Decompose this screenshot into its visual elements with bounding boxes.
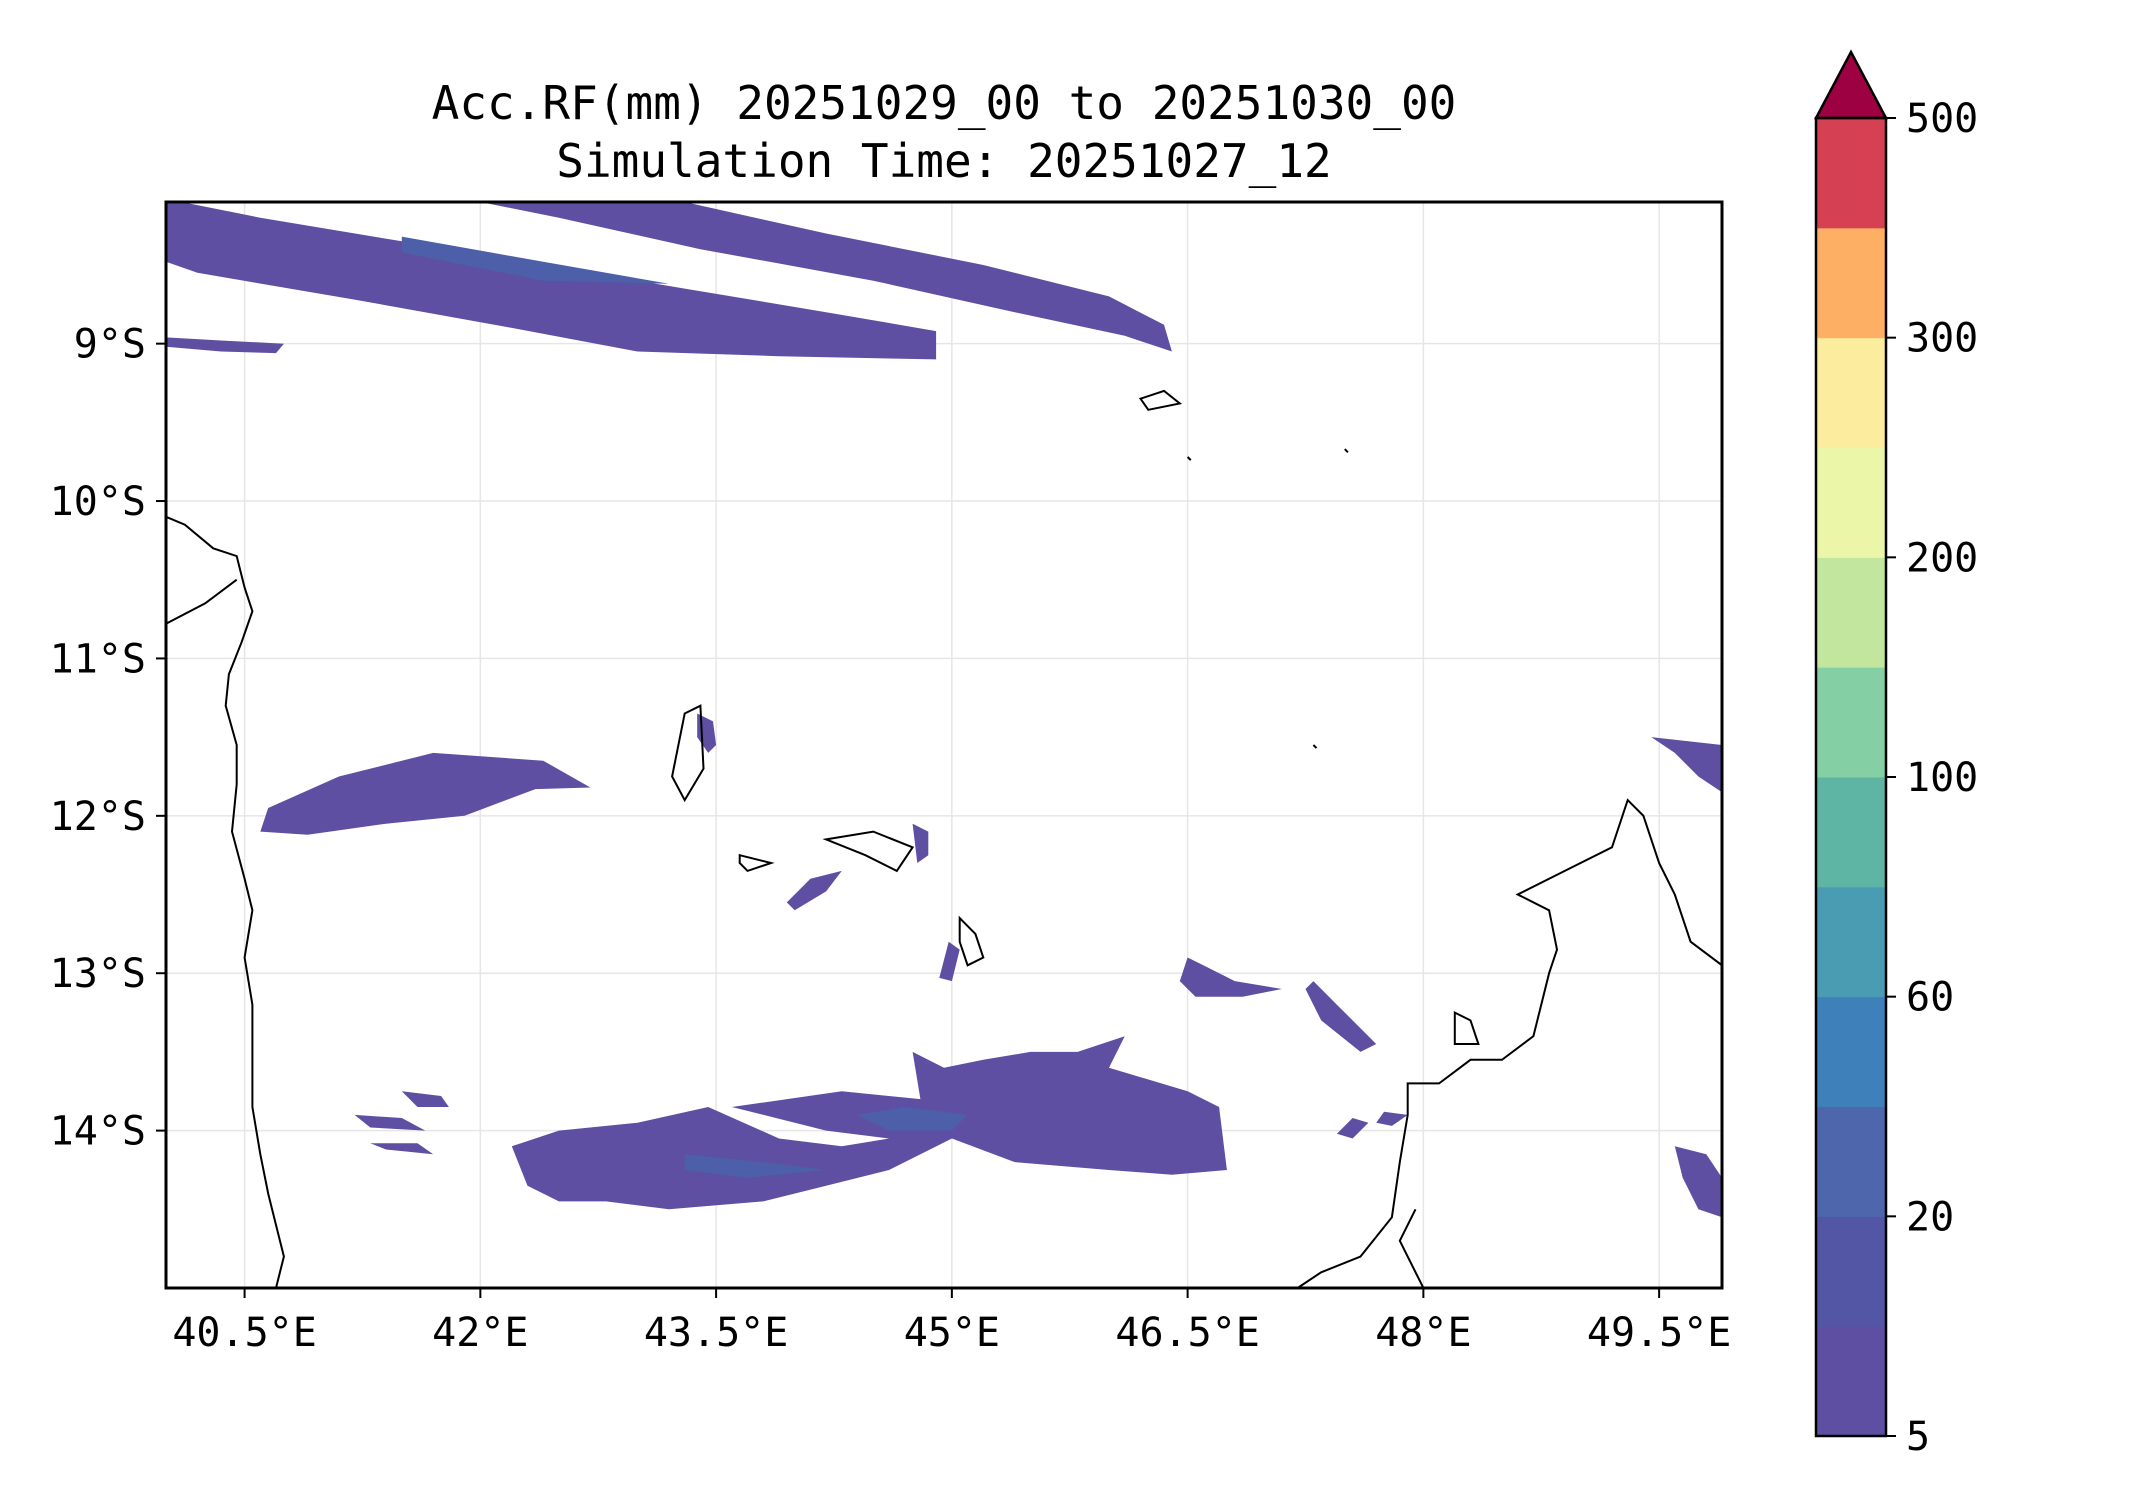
- y-tick-label: 11°S: [50, 636, 146, 682]
- rain-region-small-12-5s: [786, 870, 842, 911]
- coastline-moheli: [738, 853, 775, 873]
- rain-region-small-13-9s: [354, 1114, 426, 1131]
- y-tick-label: 10°S: [50, 479, 146, 525]
- coastline-glorioso: [1138, 389, 1183, 411]
- rain-region-northern-sliver: [166, 337, 284, 354]
- colorbar-segment: [1816, 1216, 1886, 1327]
- rain-region-comoros-patch: [697, 713, 717, 753]
- rain-region-small-14-1s: [370, 1143, 434, 1155]
- coastline-small-island-2: [1344, 448, 1349, 453]
- colorbar-segment: [1816, 227, 1886, 339]
- colorbar: 5 20 60 100 200 300 500: [1813, 49, 1978, 1460]
- rain-region-small-47-8: [1376, 1111, 1408, 1126]
- rain-core-core-14s-1: [857, 1107, 968, 1131]
- rain-core-core-14s-2: [684, 1154, 827, 1178]
- rain-region-patch-46-5: [1179, 957, 1282, 997]
- x-tick-label: 49.5°E: [1587, 1310, 1732, 1356]
- rain-region-central-13s: [939, 941, 960, 982]
- coastline-grande-comore: [671, 704, 705, 803]
- rain-region-small-47-5: [1336, 1118, 1369, 1139]
- rain-region-east-edge-top: [1651, 737, 1722, 793]
- colorbar-tick-label: 200: [1906, 535, 1978, 581]
- colorbar-segment: [1816, 337, 1886, 448]
- colorbar-segment: [1816, 557, 1886, 668]
- colorbar-tick-label: 300: [1906, 316, 1978, 362]
- colorbar-segment: [1816, 777, 1886, 888]
- colorbar-extend-arrow: [1813, 49, 1889, 120]
- rain-region-small-13-8s: [401, 1091, 449, 1107]
- y-tick-label: 12°S: [50, 794, 146, 840]
- colorbar-segment: [1816, 1326, 1886, 1437]
- coastline-anjouan: [822, 830, 915, 873]
- rain-region-east-edge-bottom: [1674, 1146, 1722, 1218]
- y-axis-ticks: 9°S 10°S 11°S 12°S 13°S 14°S: [50, 322, 166, 1155]
- x-tick-label: 45°E: [904, 1310, 1000, 1356]
- y-tick-label: 9°S: [74, 322, 146, 368]
- colorbar-tick-label: 500: [1906, 96, 1978, 142]
- rain-region-mayotte-patch: [912, 823, 929, 863]
- coastline-africa-coast: [166, 515, 285, 1288]
- map-frame: [164, 200, 1724, 1290]
- x-tick-label: 42°E: [432, 1310, 528, 1356]
- title-line-2: Simulation Time: 20251027_12: [556, 134, 1332, 188]
- y-tick-label: 14°S: [50, 1109, 146, 1155]
- x-tick-label: 40.5°E: [172, 1310, 317, 1356]
- colorbar-tick-label: 20: [1906, 1194, 1954, 1240]
- x-tick-label: 43.5°E: [644, 1310, 789, 1356]
- rain-region-patch-47-3: [1305, 981, 1377, 1052]
- x-tick-label: 48°E: [1375, 1310, 1471, 1356]
- title-line-1: Acc.RF(mm) 20251029_00 to 20251030_00: [431, 76, 1457, 130]
- colorbar-segment: [1816, 118, 1886, 229]
- rain-core-core-north: [401, 236, 669, 284]
- rain-region-west-patch-12s: [260, 752, 591, 835]
- colorbar-segment: [1816, 996, 1886, 1107]
- colorbar-tick-label: 100: [1906, 755, 1978, 801]
- coastline-madagascar-coast: [1297, 798, 1722, 1288]
- x-axis-ticks: 40.5°E 42°E 43.5°E 45°E 46.5°E 48°E 49.5°E: [172, 1288, 1731, 1356]
- rainfall-layer: [166, 202, 1722, 1218]
- coastline-small-island-1: [1186, 456, 1192, 461]
- x-tick-label: 46.5°E: [1115, 1310, 1260, 1356]
- colorbar-segment: [1816, 667, 1886, 778]
- colorbar-segment: [1816, 447, 1886, 558]
- y-tick-label: 13°S: [50, 951, 146, 997]
- coastline-madagascar-south-coast: [1398, 1208, 1425, 1288]
- coastline-small-island-3: [1312, 744, 1318, 749]
- colorbar-tick-label: 5: [1906, 1414, 1930, 1460]
- rain-region-main-14s-band: [511, 1036, 1227, 1210]
- colorbar-segment: [1816, 1106, 1886, 1217]
- colorbar-segment: [1816, 886, 1886, 998]
- colorbar-tick-label: 60: [1906, 975, 1954, 1021]
- coastline-africa-inland: [166, 578, 238, 625]
- coastline-mayotte: [958, 915, 985, 967]
- coastline-nosy-be: [1453, 1010, 1480, 1045]
- coastline-layer: [166, 389, 1722, 1288]
